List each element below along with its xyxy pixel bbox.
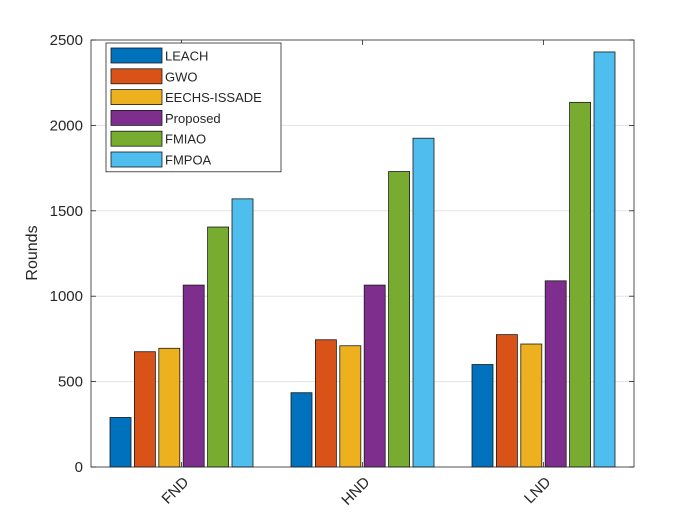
bar [412, 137, 435, 468]
y-tick-label: 2000 [50, 117, 83, 134]
x-tick-label: LND [521, 474, 554, 507]
legend-label: FMIAO [165, 132, 206, 147]
bar [109, 417, 132, 468]
legend-label: FMPOA [165, 153, 212, 168]
bar [544, 280, 567, 468]
y-tick-label: 500 [58, 374, 83, 391]
bar [388, 171, 411, 468]
x-tick-label: FND [159, 474, 193, 508]
bar [471, 364, 494, 468]
bar [339, 345, 362, 468]
y-tick-label: 1500 [50, 203, 83, 220]
bar [231, 198, 254, 468]
bar [182, 284, 205, 468]
legend-label: Proposed [165, 111, 221, 126]
legend-swatch [110, 110, 163, 126]
y-tick-label: 2500 [50, 32, 83, 49]
bar [314, 339, 337, 468]
y-tick-label: 1000 [50, 288, 83, 305]
legend-label: EECHS-ISSADE [165, 90, 262, 105]
bar [569, 101, 591, 468]
legend-swatch [110, 130, 163, 147]
legend-swatch [110, 151, 163, 168]
bar [207, 226, 230, 468]
bar [133, 351, 156, 468]
bar [520, 343, 543, 468]
legend-label: GWO [165, 69, 198, 84]
bar [593, 51, 616, 468]
bar [495, 334, 518, 468]
legend: LEACH GWO EECHS-ISSADE Proposed FMIAO FMPOA [105, 42, 282, 173]
legend-box [105, 42, 282, 173]
legend-label: LEACH [165, 49, 208, 64]
bar [290, 392, 313, 468]
legend-swatch [110, 68, 163, 85]
x-tick-label: HND [338, 474, 373, 509]
y-tick-label: 0 [75, 459, 83, 476]
legend-swatch [110, 47, 163, 64]
bars [109, 51, 616, 468]
bar [158, 347, 181, 468]
y-axis-label: Rounds [24, 225, 41, 280]
bar [363, 284, 386, 468]
legend-swatch [110, 89, 163, 105]
